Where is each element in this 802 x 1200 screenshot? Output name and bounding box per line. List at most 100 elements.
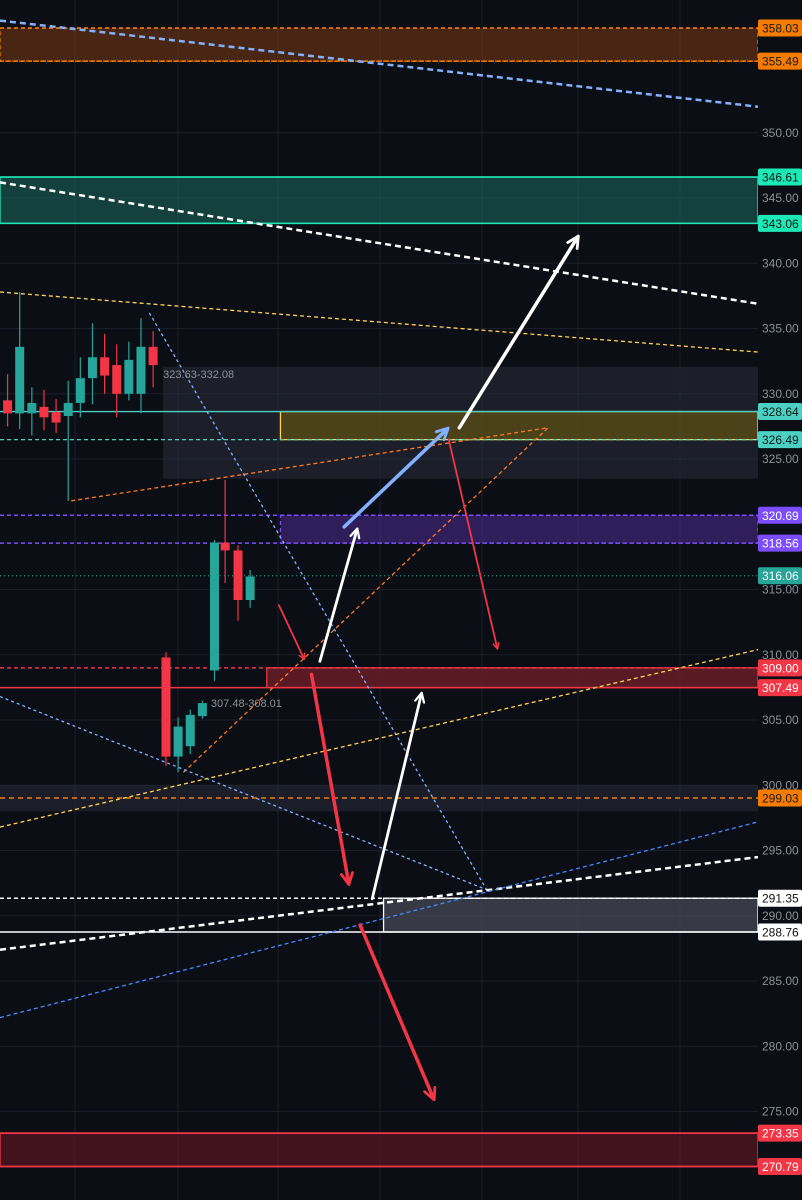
range-label: 307.48-308.01 (211, 698, 282, 710)
price-tag-label: 343.06 (762, 217, 799, 231)
candle (185, 709, 195, 754)
price-tag-bg (758, 534, 802, 552)
trendline-white-top (0, 181, 759, 305)
candle-body (100, 357, 110, 376)
tick-label: 305.00 (762, 713, 799, 727)
candle-body (75, 378, 85, 403)
price-tag-label: 273.35 (762, 1127, 799, 1141)
candle-body (173, 726, 183, 757)
zone-red-zone (266, 667, 759, 689)
price-tag: 288.76 (758, 923, 802, 941)
tick-label: 300.00 (762, 778, 799, 792)
axis-background (758, 0, 802, 1200)
arrow-red-arrow-to-276 (358, 923, 437, 1102)
candle (112, 344, 122, 418)
tick-label: 350.00 (762, 126, 799, 140)
candle (197, 700, 207, 719)
price-tag-bg (758, 52, 802, 70)
candle-body (39, 406, 49, 418)
tick-label: 330.00 (762, 387, 799, 401)
candle (220, 479, 230, 584)
price-tag-bg (758, 659, 802, 677)
price-tag: 291.35 (758, 889, 802, 907)
candle (245, 569, 255, 608)
candle-body (245, 576, 255, 600)
tick-label: 275.00 (762, 1105, 799, 1119)
tick-label: 315.00 (762, 583, 799, 597)
tick-label: 340.00 (762, 256, 799, 270)
price-tag-label: 346.61 (762, 171, 799, 185)
candle (15, 292, 25, 430)
candle-body (112, 365, 122, 394)
tick-label: 345.00 (762, 191, 799, 205)
price-tag-label: 307.49 (762, 681, 799, 695)
price-tag-bg (758, 789, 802, 807)
candle (161, 652, 171, 766)
candle-body (87, 357, 97, 379)
trendline-white-lower (0, 855, 759, 951)
price-tag: 326.49 (758, 431, 802, 449)
candle-body (233, 550, 243, 600)
candle (136, 318, 146, 414)
tick-label: 310.00 (762, 648, 799, 662)
zone-orange-resistance (0, 27, 759, 62)
price-axis[interactable]: 350.00 345.00 340.00 335.00 330.00 325.00 315.… (758, 0, 802, 1200)
price-tag-label: 316.06 (762, 569, 799, 583)
arrow-blue-arrow-to-zone (342, 426, 450, 529)
price-tag: 343.06 (758, 214, 802, 232)
price-tag-label: 309.00 (762, 661, 799, 675)
price-tag: 309.00 (758, 659, 802, 677)
arrow-white-arrow-from-291 (370, 691, 426, 901)
price-tag-bg (758, 679, 802, 697)
candle (3, 374, 13, 427)
zone-yellow-box (279, 410, 759, 441)
candle-body (161, 657, 171, 757)
candle (210, 539, 220, 681)
candle (63, 380, 73, 501)
price-tag-label: 355.49 (762, 55, 799, 69)
candle (148, 331, 158, 388)
tick-label: 280.00 (762, 1039, 799, 1053)
candle (100, 333, 110, 394)
price-tag-bg (758, 889, 802, 907)
trendline-light-blue-top (0, 19, 759, 108)
candle-body (124, 359, 134, 394)
price-tag: 307.49 (758, 679, 802, 697)
candle-body (220, 542, 230, 551)
arrow-red-small-arrow (278, 604, 306, 661)
price-tag-label: 270.79 (762, 1160, 799, 1174)
price-tag: 299.03 (758, 789, 802, 807)
price-tag-bg (758, 19, 802, 37)
zone-red-support (0, 1132, 759, 1168)
price-tag-label: 288.76 (762, 925, 799, 939)
candle (39, 389, 49, 431)
price-tag-bg (758, 1158, 802, 1175)
price-tag: 328.64 (758, 403, 802, 421)
price-tag-label: 328.64 (762, 405, 799, 419)
candle (75, 357, 85, 418)
price-tag-bg (758, 1124, 802, 1142)
candle-body (15, 346, 25, 414)
price-tags: 358.03 355.49 346.61 343.06 328.64 326.49 320.… (758, 19, 802, 1175)
horizontal-levels (0, 27, 758, 1168)
candle-body (185, 714, 195, 747)
arrow-white-arrow-to-343 (457, 234, 580, 430)
trendline-yellow-lower (0, 648, 759, 828)
candle-body (136, 346, 146, 394)
tick-label: 295.00 (762, 844, 799, 858)
candlesticks (3, 292, 255, 773)
zone-teal-resistance (0, 176, 759, 225)
tick-label: 290.00 (762, 909, 799, 923)
price-tag: 346.61 (758, 168, 802, 186)
price-tag-label: 358.03 (762, 22, 799, 36)
candle (27, 387, 37, 436)
candle (233, 545, 243, 621)
trendline-orange-wedge-low (71, 427, 549, 502)
price-tag-label: 326.49 (762, 433, 799, 447)
price-tag-bg (758, 431, 802, 449)
price-tag-bg (758, 923, 802, 941)
candle-body (3, 400, 13, 414)
projection-arrows (278, 234, 580, 1102)
tick-label: 335.00 (762, 322, 799, 336)
